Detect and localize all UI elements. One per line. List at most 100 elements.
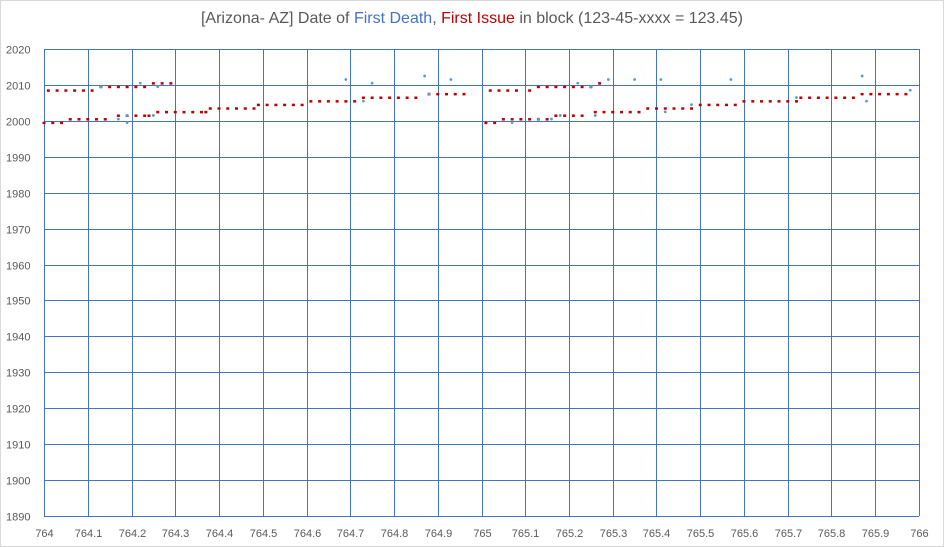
first-issue-point xyxy=(125,85,129,89)
first-death-point xyxy=(795,96,798,99)
first-issue-point xyxy=(554,114,558,117)
first-death-point xyxy=(663,110,667,114)
first-issue-point xyxy=(361,96,365,99)
first-death-point xyxy=(550,117,553,121)
first-issue-point xyxy=(886,92,890,96)
x-tick-label: 765.1 xyxy=(512,528,540,540)
first-issue-point xyxy=(388,96,392,99)
first-issue-point xyxy=(554,85,558,89)
first-death-point xyxy=(690,103,693,107)
first-death-point xyxy=(865,99,868,103)
y-axis-tick-labels: 1890 1900 1910 1920 1930 1940 1950 1960 1970 1980… xyxy=(6,45,30,524)
first-issue-point xyxy=(134,85,138,89)
first-issue-point xyxy=(300,103,304,107)
first-issue-point xyxy=(274,103,278,107)
first-issue-point xyxy=(90,89,94,92)
first-issue-point xyxy=(690,107,693,110)
first-issue-point xyxy=(663,107,667,110)
first-death-point xyxy=(116,117,120,121)
first-issue-point xyxy=(116,114,120,117)
title-first-issue: First Issue xyxy=(441,10,515,27)
first-issue-point xyxy=(108,85,112,89)
first-issue-point xyxy=(484,121,488,125)
first-death-point xyxy=(536,117,540,121)
first-death-point xyxy=(344,78,348,81)
y-tick-label: 1910 xyxy=(6,440,30,452)
first-issue-point xyxy=(878,92,882,96)
first-death-point xyxy=(860,74,864,78)
first-issue-point xyxy=(81,89,85,92)
series-first-death xyxy=(99,74,912,125)
first-issue-point xyxy=(536,85,540,89)
first-issue-point xyxy=(453,92,457,96)
x-tick-label: 765.9 xyxy=(862,528,890,540)
first-issue-point xyxy=(156,110,160,114)
first-death-point xyxy=(125,121,129,125)
x-tick-label: 764.9 xyxy=(425,528,453,540)
first-issue-point xyxy=(611,110,615,114)
first-issue-point xyxy=(95,118,98,121)
first-issue-point xyxy=(42,121,46,125)
first-issue-point xyxy=(60,121,63,125)
x-tick-label: 765 xyxy=(473,528,491,540)
first-issue-point xyxy=(326,100,330,103)
first-issue-point xyxy=(825,96,829,99)
first-issue-point xyxy=(51,121,55,125)
first-death-point xyxy=(510,121,514,125)
first-issue-point xyxy=(73,89,77,92)
x-tick-label: 764.2 xyxy=(119,528,147,540)
first-issue-point xyxy=(243,107,247,110)
first-issue-point xyxy=(869,92,873,96)
first-issue-point xyxy=(200,110,203,114)
first-issue-point xyxy=(816,96,820,99)
x-tick-label: 765.5 xyxy=(687,528,715,540)
first-issue-point xyxy=(571,114,575,117)
first-issue-point xyxy=(580,85,584,89)
first-issue-point xyxy=(628,110,632,114)
first-death-point xyxy=(908,88,912,92)
x-tick-label: 765.3 xyxy=(600,528,628,540)
first-issue-point xyxy=(545,118,549,121)
first-issue-point xyxy=(143,114,147,117)
first-issue-point xyxy=(528,89,532,92)
x-tick-label: 764.7 xyxy=(337,528,365,540)
first-issue-point xyxy=(353,100,357,103)
first-issue-point xyxy=(462,92,466,96)
y-tick-label: 1930 xyxy=(6,368,30,380)
first-issue-point xyxy=(173,110,177,114)
first-issue-point xyxy=(208,107,212,110)
first-issue-point xyxy=(77,118,81,121)
first-issue-point xyxy=(681,107,685,110)
first-issue-point xyxy=(283,103,287,107)
first-death-point xyxy=(576,81,580,85)
first-issue-point xyxy=(160,82,164,85)
y-tick-label: 1960 xyxy=(6,261,30,273)
first-issue-point xyxy=(493,121,497,125)
first-issue-point xyxy=(698,103,702,107)
first-issue-point xyxy=(335,100,339,103)
first-issue-point xyxy=(834,96,838,99)
y-tick-label: 1900 xyxy=(6,476,30,488)
first-issue-point xyxy=(169,82,173,85)
first-issue-point xyxy=(204,110,208,114)
first-issue-point xyxy=(182,110,186,114)
y-tick-label: 2000 xyxy=(6,117,30,129)
x-tick-label: 764.1 xyxy=(75,528,103,540)
first-issue-point xyxy=(860,92,864,96)
first-death-point xyxy=(589,85,593,89)
first-issue-point xyxy=(396,96,400,99)
first-issue-point xyxy=(143,85,147,89)
first-issue-point xyxy=(716,103,720,107)
first-death-point xyxy=(151,114,155,117)
first-issue-point xyxy=(86,118,90,121)
x-tick-label: 765.8 xyxy=(818,528,846,540)
first-issue-point xyxy=(646,107,650,110)
first-issue-point xyxy=(519,118,523,121)
y-tick-label: 1990 xyxy=(6,153,30,165)
x-tick-label: 764.3 xyxy=(162,528,190,540)
first-death-point xyxy=(633,78,637,81)
data-points xyxy=(42,74,912,125)
x-tick-label: 765.4 xyxy=(643,528,671,540)
y-tick-label: 1970 xyxy=(6,225,30,237)
